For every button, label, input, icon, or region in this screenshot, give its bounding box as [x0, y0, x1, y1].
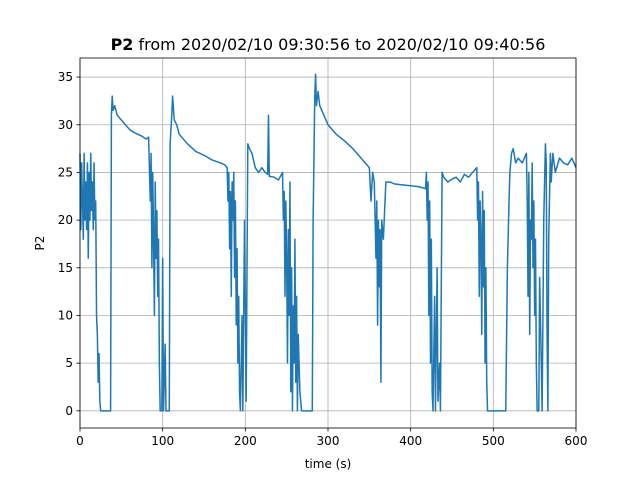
y-tick-label: 0 [65, 404, 73, 418]
y-tick-label: 15 [58, 261, 73, 275]
title-rest: from 2020/02/10 09:30:56 to 2020/02/10 0… [139, 35, 546, 54]
x-tick-label: 400 [399, 434, 422, 448]
x-tick-label: 100 [151, 434, 174, 448]
chart-title: P2 from 2020/02/10 09:30:56 to 2020/02/1… [111, 35, 546, 54]
y-tick-label: 20 [58, 213, 73, 227]
y-axis-label: P2 [33, 236, 47, 251]
y-tick-label: 5 [65, 356, 73, 370]
x-tick-label: 600 [565, 434, 588, 448]
x-tick-label: 300 [317, 434, 340, 448]
title-bold: P2 [111, 35, 134, 54]
y-tick-label: 30 [58, 118, 73, 132]
y-tick-label: 10 [58, 308, 73, 322]
x-tick-label: 500 [482, 434, 505, 448]
x-tick-label: 0 [76, 434, 84, 448]
x-axis-label: time (s) [305, 457, 352, 471]
x-tick-label: 200 [234, 434, 257, 448]
plot-frame [79, 57, 577, 429]
y-tick-label: 35 [58, 70, 73, 84]
y-tick-label: 25 [58, 165, 73, 179]
data-line [79, 73, 577, 412]
